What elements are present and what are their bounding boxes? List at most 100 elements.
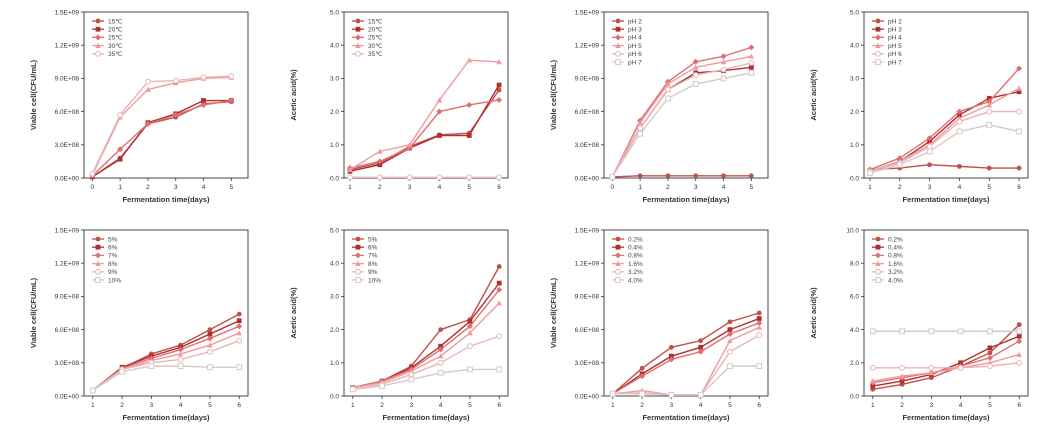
data-point [869,378,876,384]
x-axis-title: Fermentation time(days) [642,413,730,422]
legend-label: 3.2% [628,269,643,276]
legend-label: 1.6% [888,261,903,268]
legend-marker [615,18,621,24]
x-tick-label: 4 [958,184,962,191]
y-tick-label: 6.0E+08 [575,109,600,116]
series-line [612,322,760,395]
data-point [668,344,674,350]
data-point [437,359,444,366]
legend-label: 0.2% [628,236,643,243]
legend-marker [875,26,881,32]
y-tick-label: 1.5E+09 [55,9,80,16]
data-point [207,331,213,337]
data-point [639,390,645,397]
series-line [352,335,500,391]
series-line [869,87,1020,173]
series-line [92,320,240,392]
x-tick-label: 3 [694,184,698,191]
x-tick-label: 4 [439,402,443,409]
series-line [612,365,760,396]
x-tick-label: 4 [202,184,206,191]
data-point [496,87,502,93]
legend-label: 20℃ [368,27,383,34]
chart-panel-8: 0.0 2.0 4.0 6.0 8.0 10.0 1 2 3 4 5 6 Fermentation ti… [780,218,1040,436]
data-point [1016,165,1022,171]
legend-marker [95,26,101,32]
data-point [207,327,213,332]
chart-panel-2: 0.0 1.0 2.0 3.0 4.0 5.0 1 2 3 4 5 6 Acetic acid(%) 15… [260,0,520,218]
data-point [926,143,933,150]
chart-panel-3: 0.0E+00 3.0E+08 6.0E+08 9.0E+08 1.2E+09 1.5E+… [520,0,780,218]
legend-marker [355,268,361,275]
legend-label: pH 6 [628,51,642,58]
data-point [986,121,993,128]
x-tick-label: 1 [611,402,615,409]
data-point [206,335,213,342]
data-point [697,391,704,398]
data-point [748,173,754,179]
legend-marker [615,252,621,259]
y-tick-label: 0.0 [850,393,859,400]
data-point [639,365,645,371]
data-point [377,162,383,168]
legend-label: pH 4 [628,35,642,42]
data-point [1016,65,1023,72]
data-point [727,319,733,325]
data-point [748,60,755,66]
y-tick-label: 1.5E+09 [55,227,80,234]
data-point [726,331,733,338]
legend-marker [355,277,361,283]
data-point [668,391,675,398]
legend-label: 35℃ [108,51,123,58]
legend-label: 20℃ [108,27,123,34]
data-point [896,161,903,168]
series-line [611,46,752,178]
data-point [347,174,353,181]
x-tick-label: 6 [497,184,501,191]
series-line [869,164,1020,171]
y-tick-label: 0.0 [330,393,339,400]
data-point [987,328,993,335]
data-point [207,364,213,371]
series-line [611,62,752,178]
data-point [236,330,243,336]
data-point [698,344,704,350]
x-tick-label: 5 [467,184,471,191]
plot-frame [863,11,1029,179]
data-point [1016,328,1023,335]
series-line [612,326,760,396]
data-point [899,378,905,384]
data-point [867,170,873,176]
legend-label: pH 3 [888,27,902,34]
data-point [986,354,993,361]
data-point [144,120,151,127]
data-point [720,75,727,82]
y-tick-label: 2.0 [330,327,339,334]
chart-svg: 0.0 1.0 2.0 3.0 4.0 5.0 1 2 3 4 5 6 Acetic acid(%) 15… [289,9,509,191]
data-point [926,135,933,142]
y-axis-title: Acetic acid(%) [289,287,298,339]
legend-marker [355,50,361,57]
series-line [872,324,1020,391]
data-point [467,318,473,324]
data-point [466,57,473,63]
data-point [496,82,502,88]
data-point [927,162,932,168]
y-axis-title: Acetic acid(%) [289,69,298,121]
legend-label: 0.8% [628,253,643,260]
legend-marker [875,59,881,65]
legend-label: 5% [368,236,378,243]
legend-label: 7% [368,253,378,260]
data-point [869,328,876,335]
data-point [236,364,243,371]
data-point [496,96,503,103]
series-line [872,362,1020,369]
legend-label: pH 6 [888,51,902,58]
y-tick-label: 3.0 [330,76,339,83]
x-tick-label: 3 [670,402,674,409]
y-tick-label: 4.0 [330,43,339,50]
data-point [437,369,444,376]
data-point [987,363,993,370]
legend-label: pH 3 [628,27,642,34]
y-tick-label: 10.0 [846,227,859,234]
